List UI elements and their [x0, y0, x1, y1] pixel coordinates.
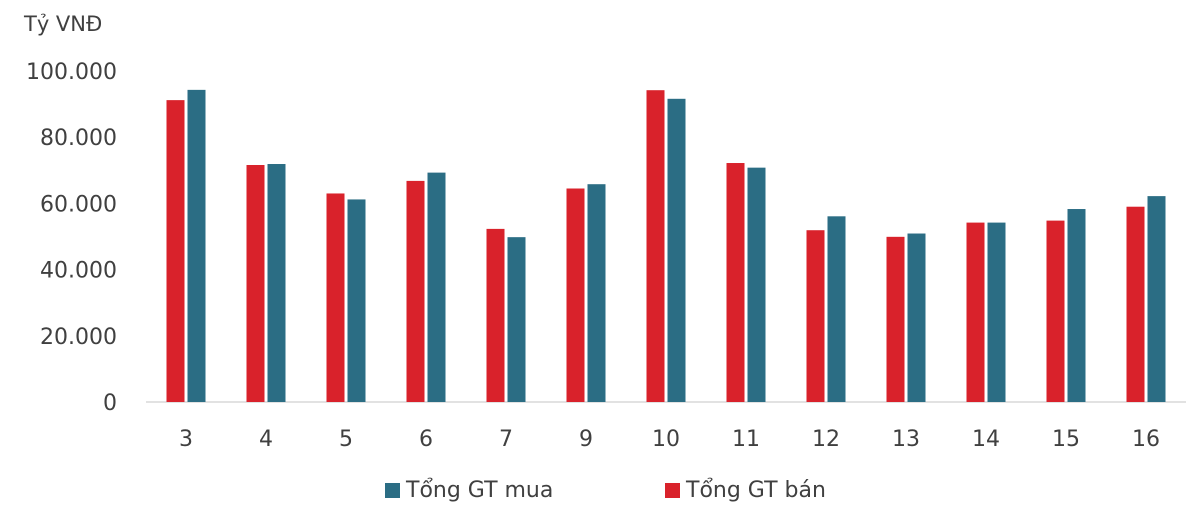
legend-label-ban: Tổng GT bán: [686, 478, 826, 503]
bar-tong-gt-ban: [1126, 206, 1145, 402]
x-tick-label: 3: [179, 427, 193, 452]
x-tick-label: 9: [579, 427, 593, 452]
bar-tong-gt-mua: [587, 184, 606, 402]
bar-tong-gt-ban: [566, 188, 585, 402]
bar-tong-gt-mua: [1067, 209, 1086, 402]
bar-tong-gt-ban: [406, 180, 425, 402]
legend-label-mua: Tổng GT mua: [406, 478, 554, 503]
legend-swatch-ban: [665, 483, 680, 498]
bar-tong-gt-mua: [907, 233, 926, 402]
x-tick-label: 14: [972, 427, 1000, 452]
x-tick-label: 11: [732, 427, 760, 452]
bar-tong-gt-ban: [1046, 220, 1065, 402]
x-tick-label: 16: [1132, 427, 1160, 452]
y-tick-label: 0: [103, 391, 117, 416]
legend-item-tong-gt-mua: Tổng GT mua: [385, 478, 553, 503]
bar-tong-gt-mua: [1147, 196, 1166, 402]
x-tick-label: 12: [812, 427, 840, 452]
bar-tong-gt-mua: [987, 222, 1006, 402]
x-tick-label: 6: [419, 427, 433, 452]
x-tick-label: 13: [892, 427, 920, 452]
y-tick-label: 80.000: [40, 126, 117, 151]
legend-swatch-mua: [385, 483, 400, 498]
y-tick-label: 40.000: [40, 259, 117, 284]
bar-tong-gt-ban: [886, 236, 905, 402]
bar-tong-gt-mua: [507, 237, 526, 402]
bar-tong-gt-mua: [427, 172, 446, 402]
bar-chart: 0 20.000 40.000 60.000 80.000 100.000 3 4 5 6 7 9 10…: [26, 60, 1186, 452]
bar-tong-gt-ban: [806, 230, 825, 402]
y-axis-unit-label: Tỷ VNĐ: [24, 12, 103, 36]
bar-tong-gt-ban: [646, 90, 665, 402]
bar-tong-gt-mua: [347, 199, 366, 402]
x-tick-label: 7: [499, 427, 513, 452]
bar-tong-gt-ban: [326, 193, 345, 402]
y-tick-label: 20.000: [40, 325, 117, 350]
y-tick-label: 100.000: [26, 60, 117, 85]
bar-tong-gt-mua: [667, 98, 686, 402]
y-tick-label: 60.000: [40, 192, 117, 217]
legend: Tổng GT mua Tổng GT bán: [0, 478, 1198, 512]
x-tick-label: 4: [259, 427, 273, 452]
x-tick-label: 15: [1052, 427, 1080, 452]
bar-tong-gt-ban: [966, 222, 985, 402]
bar-tong-gt-ban: [486, 228, 505, 402]
legend-item-tong-gt-ban: Tổng GT bán: [665, 478, 826, 503]
x-tick-label: 10: [652, 427, 680, 452]
bar-tong-gt-mua: [187, 89, 206, 402]
bar-tong-gt-ban: [246, 165, 265, 402]
x-tick-label: 5: [339, 427, 353, 452]
bar-tong-gt-ban: [726, 163, 745, 402]
bar-tong-gt-mua: [747, 167, 766, 402]
bar-tong-gt-mua: [267, 164, 286, 402]
bar-tong-gt-ban: [166, 100, 185, 403]
bar-tong-gt-mua: [827, 216, 846, 402]
